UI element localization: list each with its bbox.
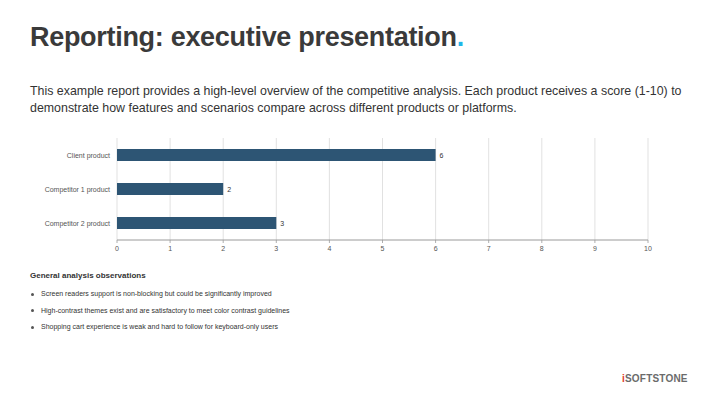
tick-label: 1 <box>168 245 172 252</box>
title-accent: . <box>457 22 464 52</box>
slide-title: Reporting: executive presentation. <box>30 22 464 53</box>
x-axis <box>117 240 648 241</box>
observation-item: Screen readers support is non-blocking b… <box>30 289 290 306</box>
tick-label: 4 <box>327 245 331 252</box>
logo-first: i <box>622 373 625 384</box>
chart: 0 1 2 3 4 5 6 7 8 9 10 Client product 6 Competitor 1 … <box>0 0 720 405</box>
logo-rest: SOFTSTONE <box>625 373 688 384</box>
grid-line <box>488 138 489 240</box>
category-label: Competitor 1 product <box>45 186 110 194</box>
tick-label: 5 <box>381 245 385 252</box>
grid-line <box>541 138 542 240</box>
tick-label: 6 <box>434 245 438 252</box>
tick-label: 9 <box>593 245 597 252</box>
tick-label: 3 <box>274 245 278 252</box>
tick-label: 2 <box>221 245 225 252</box>
title-text: Reporting: executive presentation <box>30 22 457 52</box>
bars <box>117 149 436 229</box>
data-label: 2 <box>227 186 231 193</box>
observation-item: High-contrast themes exist and are satis… <box>30 306 290 323</box>
grid-line <box>594 138 595 240</box>
category-label: Client product <box>67 152 110 160</box>
tick-label: 0 <box>115 245 119 252</box>
logo: iSOFTSTONE <box>622 373 688 384</box>
tick-label: 8 <box>540 245 544 252</box>
bar <box>117 149 436 161</box>
data-label: 6 <box>440 152 444 159</box>
bar <box>117 217 276 229</box>
intro-text: This example report provides a high-leve… <box>30 83 695 117</box>
tick-label: 10 <box>644 245 652 252</box>
grid-line <box>648 138 649 240</box>
observations-heading: General analysis observations <box>30 271 146 280</box>
data-label: 3 <box>280 220 284 227</box>
category-label: Competitor 2 product <box>45 220 110 228</box>
tick-label: 7 <box>487 245 491 252</box>
observation-item: Shopping cart experience is weak and har… <box>30 322 290 339</box>
bar <box>117 183 223 195</box>
observations-list: Screen readers support is non-blocking b… <box>30 289 290 339</box>
